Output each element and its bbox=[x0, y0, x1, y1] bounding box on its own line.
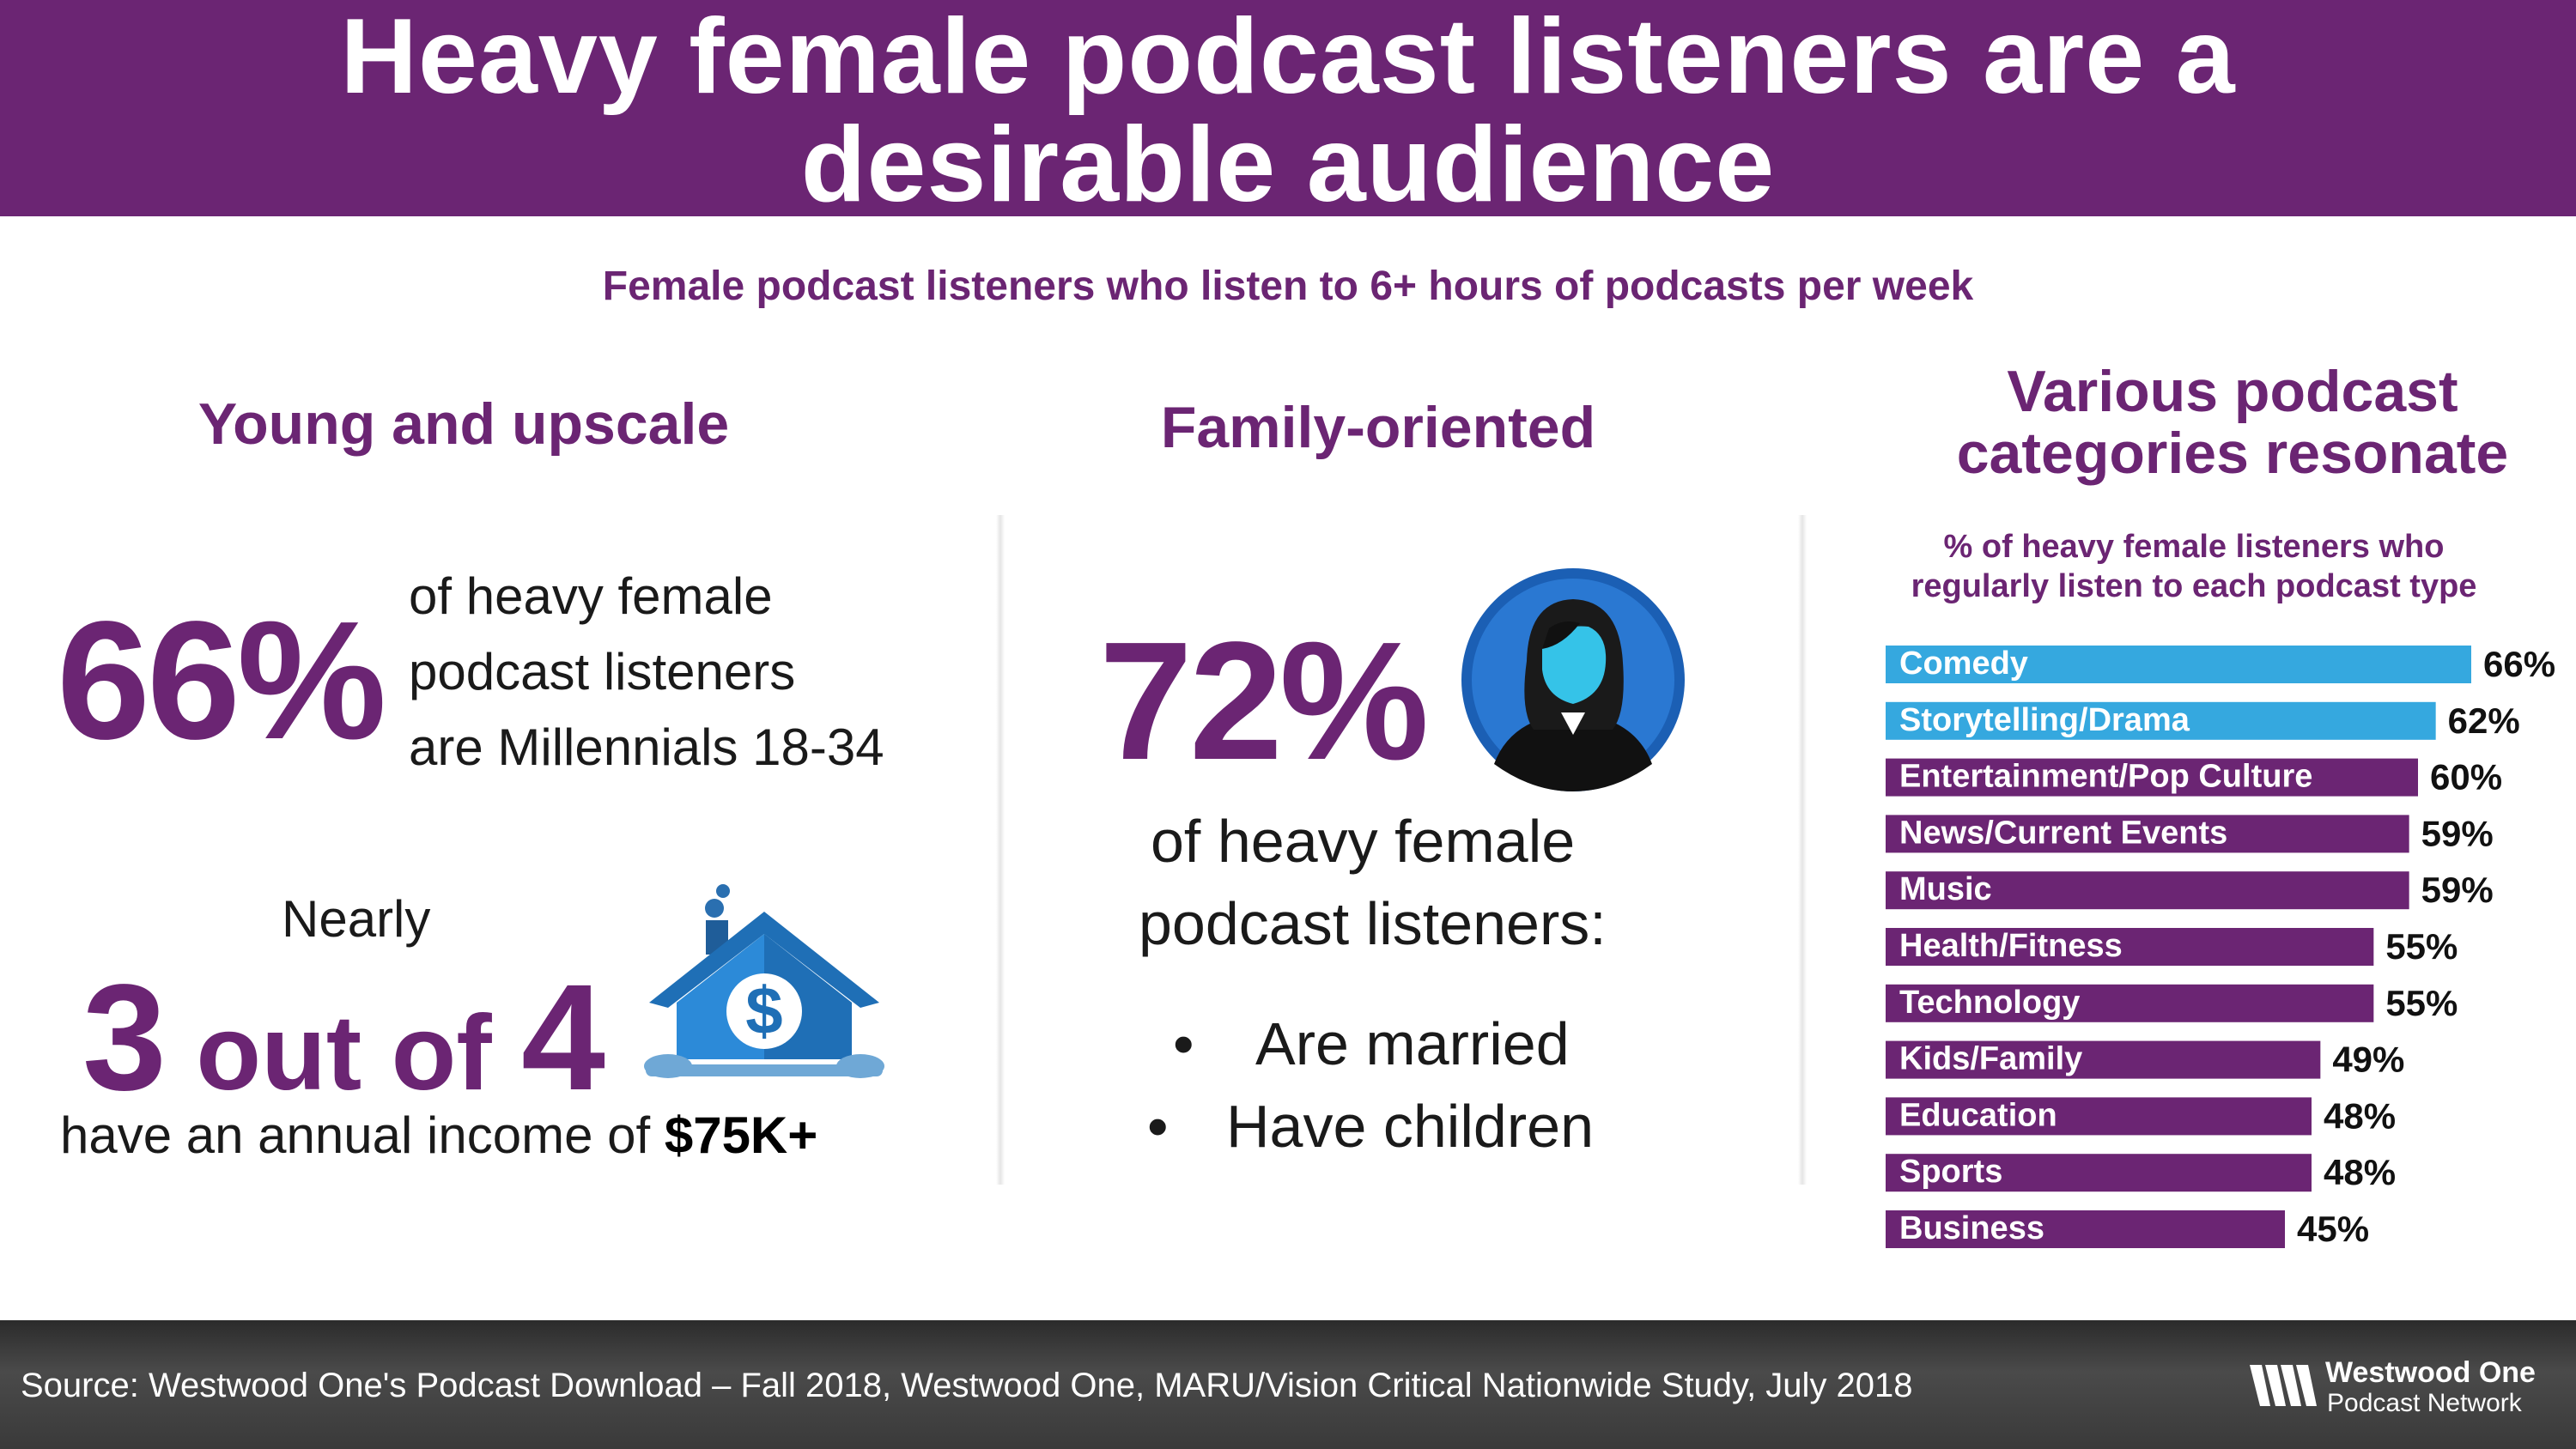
footer: Source: Westwood One's Podcast Download … bbox=[0, 1320, 2576, 1449]
family-text-line2: podcast listeners: bbox=[1139, 890, 1607, 957]
bar-category-label: Technology bbox=[1899, 985, 2080, 1021]
column-divider-left bbox=[996, 515, 1005, 1185]
category-bar-chart: Comedy 66% Storytelling/Drama 62% Entertainm… bbox=[1886, 644, 2555, 1249]
bar-business bbox=[1886, 1210, 2285, 1248]
bar-value-label: 48% bbox=[2324, 1152, 2396, 1192]
categories-heading: Various podcast categories resonate bbox=[1889, 361, 2576, 484]
logo-name: Westwood One bbox=[2325, 1356, 2536, 1389]
bar-value-label: 55% bbox=[2385, 983, 2458, 1023]
bar-category-label: Sports bbox=[1899, 1154, 2002, 1190]
bar-category-label: Music bbox=[1899, 871, 1992, 907]
income-text: have an annual income of $75K+ bbox=[60, 1106, 817, 1165]
bar-news-current-events bbox=[1886, 815, 2409, 853]
nearly-label: Nearly bbox=[282, 890, 431, 948]
bullet-children: Have children bbox=[1226, 1093, 1594, 1160]
family-text-line1: of heavy female bbox=[1151, 808, 1576, 875]
woman-avatar-icon bbox=[1461, 568, 1685, 791]
millennials-text-line2: podcast listeners bbox=[409, 643, 796, 700]
categories-heading-line2: categories resonate bbox=[1956, 421, 2509, 486]
bar-value-label: 62% bbox=[2448, 700, 2520, 741]
source-citation: Source: Westwood One's Podcast Download … bbox=[21, 1367, 1913, 1404]
bar-value-label: 55% bbox=[2385, 926, 2458, 967]
title-banner: Heavy female podcast listeners are a des… bbox=[0, 0, 2576, 224]
bar-storytelling-drama bbox=[1886, 701, 2436, 740]
chart-note-line1: % of heavy female listeners who bbox=[1943, 529, 2445, 565]
ratio-numerator: 3 bbox=[82, 954, 167, 1122]
bar-value-label: 66% bbox=[2483, 644, 2555, 684]
svg-text:$: $ bbox=[745, 973, 782, 1048]
young-upscale-heading: Young and upscale bbox=[197, 391, 730, 457]
bar-category-label: News/Current Events bbox=[1899, 815, 2227, 851]
bar-entertainment-pop-culture bbox=[1886, 758, 2418, 797]
bar-category-label: Storytelling/Drama bbox=[1899, 702, 2190, 738]
millennials-stat: 66% bbox=[57, 586, 386, 774]
bar-value-label: 60% bbox=[2430, 757, 2502, 797]
westwood-one-logo-icon bbox=[2250, 1365, 2317, 1406]
bar-category-label: Entertainment/Pop Culture bbox=[1899, 759, 2312, 795]
bar-comedy bbox=[1886, 646, 2471, 683]
bar-category-label: Kids/Family bbox=[1899, 1041, 2082, 1077]
bar-category-label: Business bbox=[1899, 1210, 2044, 1246]
bar-health-fitness bbox=[1886, 928, 2374, 966]
bar-technology bbox=[1886, 984, 2374, 1022]
family-oriented-heading: Family-oriented bbox=[1160, 395, 1596, 460]
house-dollar-icon: $ bbox=[644, 884, 884, 1078]
page-title-line1: Heavy female podcast listeners are a bbox=[340, 0, 2236, 116]
bar-sports bbox=[1886, 1154, 2312, 1192]
bar-value-label: 59% bbox=[2421, 813, 2494, 853]
bar-kids-family bbox=[1886, 1040, 2321, 1079]
bar-value-label: 59% bbox=[2421, 870, 2494, 910]
ratio-denominator: 4 bbox=[521, 954, 605, 1122]
bar-category-label: Education bbox=[1899, 1097, 2057, 1133]
page-title-line2: desirable audience bbox=[800, 106, 1776, 224]
income-ratio: 3 out of 4 bbox=[82, 951, 605, 1125]
family-stat: 72% bbox=[1099, 607, 1429, 795]
income-value: $75K+ bbox=[664, 1106, 818, 1164]
bar-category-label: Health/Fitness bbox=[1899, 928, 2123, 964]
page-subtitle: Female podcast listeners who listen to 6… bbox=[602, 264, 1974, 309]
logo-tagline: Podcast Network bbox=[2327, 1389, 2522, 1417]
bullet-marker: • bbox=[1147, 1093, 1169, 1160]
bar-education bbox=[1886, 1097, 2312, 1136]
bar-category-label: Comedy bbox=[1899, 646, 2028, 682]
ratio-out-of: out of bbox=[166, 994, 522, 1113]
millennials-text-line1: of heavy female bbox=[409, 567, 773, 625]
categories-heading-line1: Various podcast bbox=[2007, 359, 2458, 424]
millennials-text-line3: are Millennials 18-34 bbox=[409, 718, 884, 776]
bar-value-label: 48% bbox=[2324, 1095, 2396, 1136]
bar-music bbox=[1886, 871, 2409, 910]
bullet-married: Are married bbox=[1255, 1010, 1570, 1077]
bullet-marker: • bbox=[1173, 1010, 1194, 1077]
bar-value-label: 49% bbox=[2332, 1040, 2404, 1080]
bar-value-label: 45% bbox=[2297, 1209, 2369, 1249]
income-label: have an annual income of bbox=[60, 1106, 665, 1164]
chart-note-line2: regularly listen to each podcast type bbox=[1911, 568, 2477, 604]
column-divider-right bbox=[1798, 515, 1807, 1185]
